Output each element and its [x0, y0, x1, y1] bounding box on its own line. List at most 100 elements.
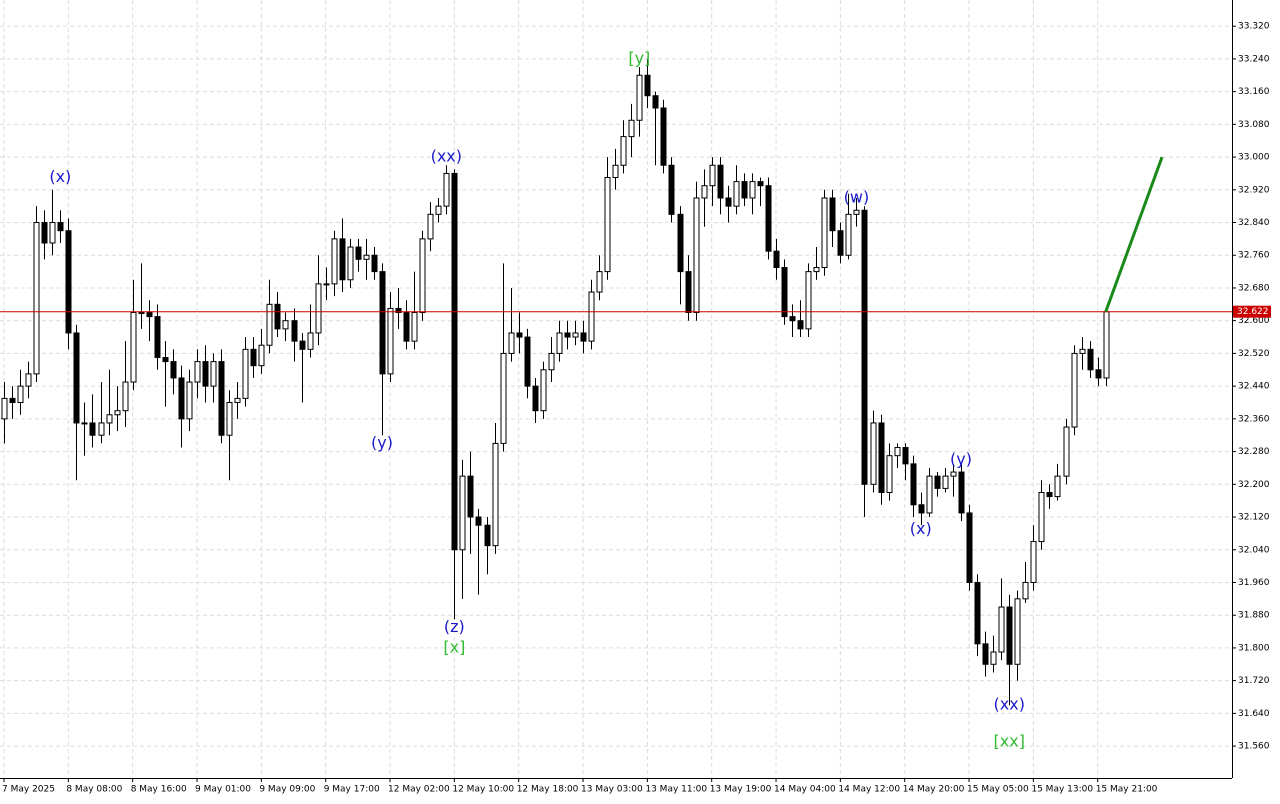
candle-body [73, 332, 80, 424]
candle-body [146, 312, 153, 318]
candle-body [588, 291, 595, 342]
candle-body [226, 401, 233, 436]
candle-body [853, 209, 860, 215]
candle-body [1046, 491, 1053, 498]
candle-body [234, 397, 241, 403]
candle-body [781, 267, 788, 318]
candle-body [861, 209, 868, 485]
candle-body [532, 385, 539, 412]
candle-body [25, 373, 32, 387]
candle-body [427, 213, 434, 240]
y-tick-label: 32.600 [1238, 316, 1270, 326]
candle-body [379, 271, 386, 375]
candle-body [982, 643, 989, 665]
wave-label: [xx] [994, 732, 1025, 751]
candle-body [1014, 598, 1021, 665]
candle-body [1022, 581, 1029, 600]
candle-body [371, 254, 378, 273]
x-tick-label: 9 May 01:00 [195, 785, 251, 795]
candle-body [733, 181, 740, 207]
candle-body [508, 332, 515, 354]
y-tick-label: 31.800 [1238, 643, 1270, 653]
candle-body [548, 352, 555, 371]
candle-body [910, 463, 917, 506]
candle-body [572, 332, 579, 338]
candle-body [1, 397, 8, 420]
candle-body [170, 361, 177, 379]
candle-body [789, 316, 796, 322]
y-tick-label: 31.880 [1238, 611, 1270, 621]
candle-body [926, 475, 933, 514]
candle-body [966, 512, 973, 583]
wave-label: [x] [443, 637, 465, 656]
wave-label: (y) [371, 433, 393, 452]
candle-body [1030, 541, 1037, 583]
candle-body [1079, 348, 1086, 354]
candle-body [323, 283, 330, 286]
candle-body [202, 361, 209, 387]
x-tick-label: 14 May 20:00 [903, 785, 965, 795]
candle-body [942, 475, 949, 489]
candle-body [1006, 606, 1013, 665]
candle-body [805, 271, 812, 330]
candle-body [1087, 348, 1094, 371]
y-tick-label: 32.200 [1238, 480, 1270, 490]
wave-label: (y) [950, 449, 972, 468]
candle-body [299, 340, 306, 350]
candle-body [1103, 311, 1110, 379]
candle-body [258, 344, 265, 367]
wave-label: [y] [628, 48, 650, 67]
candle-body [813, 267, 820, 273]
candle-body [668, 164, 675, 215]
candle-body [467, 475, 474, 518]
candle-body [886, 455, 893, 493]
candle-body [741, 181, 748, 199]
candle-body [242, 348, 249, 399]
candle-body [998, 606, 1005, 653]
candle-body [701, 185, 708, 199]
candle-body [403, 312, 410, 342]
x-tick-label: 9 May 17:00 [324, 785, 380, 795]
candle-body [717, 164, 724, 199]
y-tick-label: 33.160 [1238, 87, 1270, 97]
candle-body [274, 303, 281, 330]
candle-body [620, 136, 627, 166]
candle-body [65, 230, 72, 334]
candle-body [443, 172, 450, 207]
wave-label: (x) [49, 167, 71, 186]
x-tick-label: 15 May 05:00 [967, 785, 1029, 795]
candle-body [749, 181, 756, 199]
candle-body [918, 504, 925, 514]
candle-body [49, 222, 56, 244]
candle-body [411, 312, 418, 342]
wave-label: (xx) [431, 147, 462, 166]
candle-body [628, 119, 635, 138]
candle-body [138, 312, 145, 315]
candle-body [451, 172, 458, 551]
candle-body [902, 446, 909, 465]
y-tick-label: 32.840 [1238, 218, 1270, 228]
candle-body [894, 446, 901, 457]
candle-body [829, 197, 836, 232]
candle-body [315, 283, 322, 334]
y-tick-label: 32.120 [1238, 513, 1270, 523]
candle-body [604, 177, 611, 273]
candle-body [492, 442, 499, 547]
candle-body [1095, 369, 1102, 379]
wave-label: (x) [910, 519, 932, 538]
candle-body [459, 475, 466, 551]
y-tick-label: 32.360 [1238, 414, 1270, 424]
y-tick-label: 31.640 [1238, 709, 1270, 719]
y-tick-label: 32.280 [1238, 447, 1270, 457]
current-price-box [1233, 305, 1271, 318]
x-tick-label: 15 May 13:00 [1031, 785, 1093, 795]
y-tick-label: 32.520 [1238, 349, 1270, 359]
candle-body [162, 357, 169, 363]
candle-body [347, 246, 354, 281]
candle-body [693, 197, 700, 314]
candle-body [845, 213, 852, 256]
x-tick-label: 7 May 2025 [2, 785, 55, 795]
candle-body [89, 422, 96, 436]
candle-body [266, 303, 273, 346]
candle-body [331, 238, 338, 285]
